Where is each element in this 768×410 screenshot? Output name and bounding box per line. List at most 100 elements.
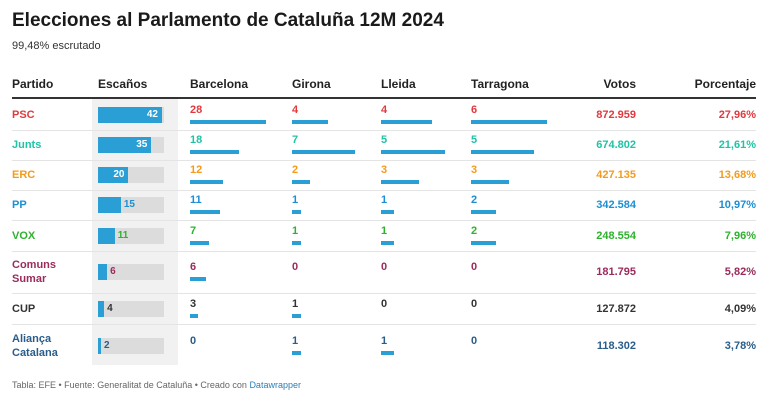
province-bar	[471, 150, 535, 154]
province-bar	[190, 180, 223, 184]
party-name: ERC	[12, 169, 36, 181]
province-seats: 4	[292, 103, 299, 116]
column-header: Girona	[292, 77, 331, 91]
percent: 3,78%	[724, 339, 756, 352]
votes: 248.554	[596, 229, 636, 242]
province-bar	[292, 313, 301, 318]
party-name: PP	[12, 199, 27, 211]
province-seats: 1	[292, 194, 299, 206]
seats-value: 6	[110, 266, 116, 277]
province-seats: 1	[292, 334, 299, 347]
province-seats: 18	[190, 134, 203, 146]
province-seats: 0	[471, 334, 478, 347]
seats-value: 2	[104, 339, 110, 351]
seats-value: 20	[113, 169, 125, 180]
province-bar	[190, 313, 199, 318]
province-seats: 11	[190, 194, 202, 206]
province-seats: 1	[381, 334, 388, 347]
province-seats: 3	[471, 164, 478, 176]
province-seats: 0	[471, 261, 478, 273]
province-bar	[292, 210, 301, 214]
province-seats: 12	[190, 164, 203, 176]
province-bar	[292, 150, 355, 154]
province-bar	[190, 210, 220, 214]
province-bar	[471, 210, 497, 214]
party-name: Aliança Catalana	[12, 332, 58, 359]
province-bar	[292, 119, 328, 124]
column-header: Porcentaje	[694, 77, 756, 91]
province-seats: 7	[190, 224, 197, 237]
province-bar	[381, 210, 394, 214]
province-seats: 6	[471, 103, 478, 116]
row-separator	[12, 293, 756, 294]
row-separator	[12, 251, 756, 252]
province-bar	[471, 240, 497, 245]
seats-bar	[98, 137, 152, 153]
province-bar	[381, 180, 420, 184]
province-bar	[190, 240, 209, 245]
header-rule	[12, 97, 756, 99]
province-seats: 4	[381, 103, 388, 116]
title: Elecciones al Parlamento de Cataluña 12M…	[12, 10, 444, 31]
province-bar	[190, 277, 207, 281]
seats-bar-bg	[98, 264, 164, 280]
percent: 5,82%	[724, 266, 756, 278]
seats-bar	[98, 167, 129, 183]
province-seats: 6	[190, 261, 197, 273]
province-seats: 7	[292, 134, 299, 146]
province-bar	[381, 150, 445, 154]
seats-value: 42	[146, 108, 158, 120]
province-bar	[381, 350, 394, 355]
column-header: Lleida	[381, 77, 416, 91]
seats-bar	[98, 264, 108, 280]
province-bar	[381, 240, 394, 245]
party-name: Junts	[12, 139, 42, 151]
seats-value: 35	[136, 139, 148, 150]
votes: 674.802	[596, 139, 636, 151]
province-bar	[292, 180, 310, 184]
party-name: VOX	[12, 229, 36, 242]
province-seats: 5	[381, 134, 388, 146]
votes: 118.302	[596, 339, 636, 352]
footer-text: Tabla: EFE • Fuente: Generalitat de Cata…	[12, 380, 250, 390]
votes: 127.872	[596, 302, 636, 315]
column-header: Escaños	[98, 77, 148, 91]
row-separator	[12, 190, 756, 191]
province-seats: 3	[381, 164, 388, 176]
province-bar	[381, 119, 433, 124]
percent: 10,97%	[718, 199, 756, 211]
party-name: CUP	[12, 302, 36, 315]
province-seats: 0	[381, 261, 388, 273]
footer-link[interactable]: Datawrapper	[249, 380, 301, 390]
province-seats: 28	[190, 103, 203, 116]
province-bar	[471, 180, 509, 184]
province-seats: 0	[292, 261, 299, 273]
seats-value: 15	[123, 199, 135, 210]
votes: 181.795	[596, 266, 636, 278]
seats-bar-bg	[98, 300, 164, 317]
seats-bar	[98, 197, 121, 213]
province-seats: 1	[381, 194, 388, 206]
seats-value: 4	[107, 302, 113, 314]
column-header: Barcelona	[190, 77, 249, 91]
votes: 427.135	[596, 169, 636, 181]
seats-bar	[98, 300, 105, 317]
seats-value: 11	[117, 229, 129, 241]
province-bar	[190, 150, 239, 154]
province-seats: 5	[471, 134, 478, 146]
province-seats: 0	[471, 297, 478, 310]
percent: 27,96%	[718, 108, 756, 121]
party-name: Comuns Sumar	[12, 259, 56, 285]
province-seats: 3	[190, 297, 197, 310]
column-header: Tarragona	[471, 77, 529, 91]
province-bar	[190, 119, 266, 124]
province-bar	[292, 240, 301, 245]
column-header: Votos	[603, 77, 636, 91]
province-seats: 2	[292, 164, 299, 176]
percent: 4,09%	[724, 302, 756, 315]
row-separator	[12, 130, 756, 131]
footer: Tabla: EFE • Fuente: Generalitat de Cata…	[12, 380, 301, 390]
subtitle: 99,48% escrutado	[12, 40, 101, 52]
province-seats: 1	[381, 224, 388, 237]
